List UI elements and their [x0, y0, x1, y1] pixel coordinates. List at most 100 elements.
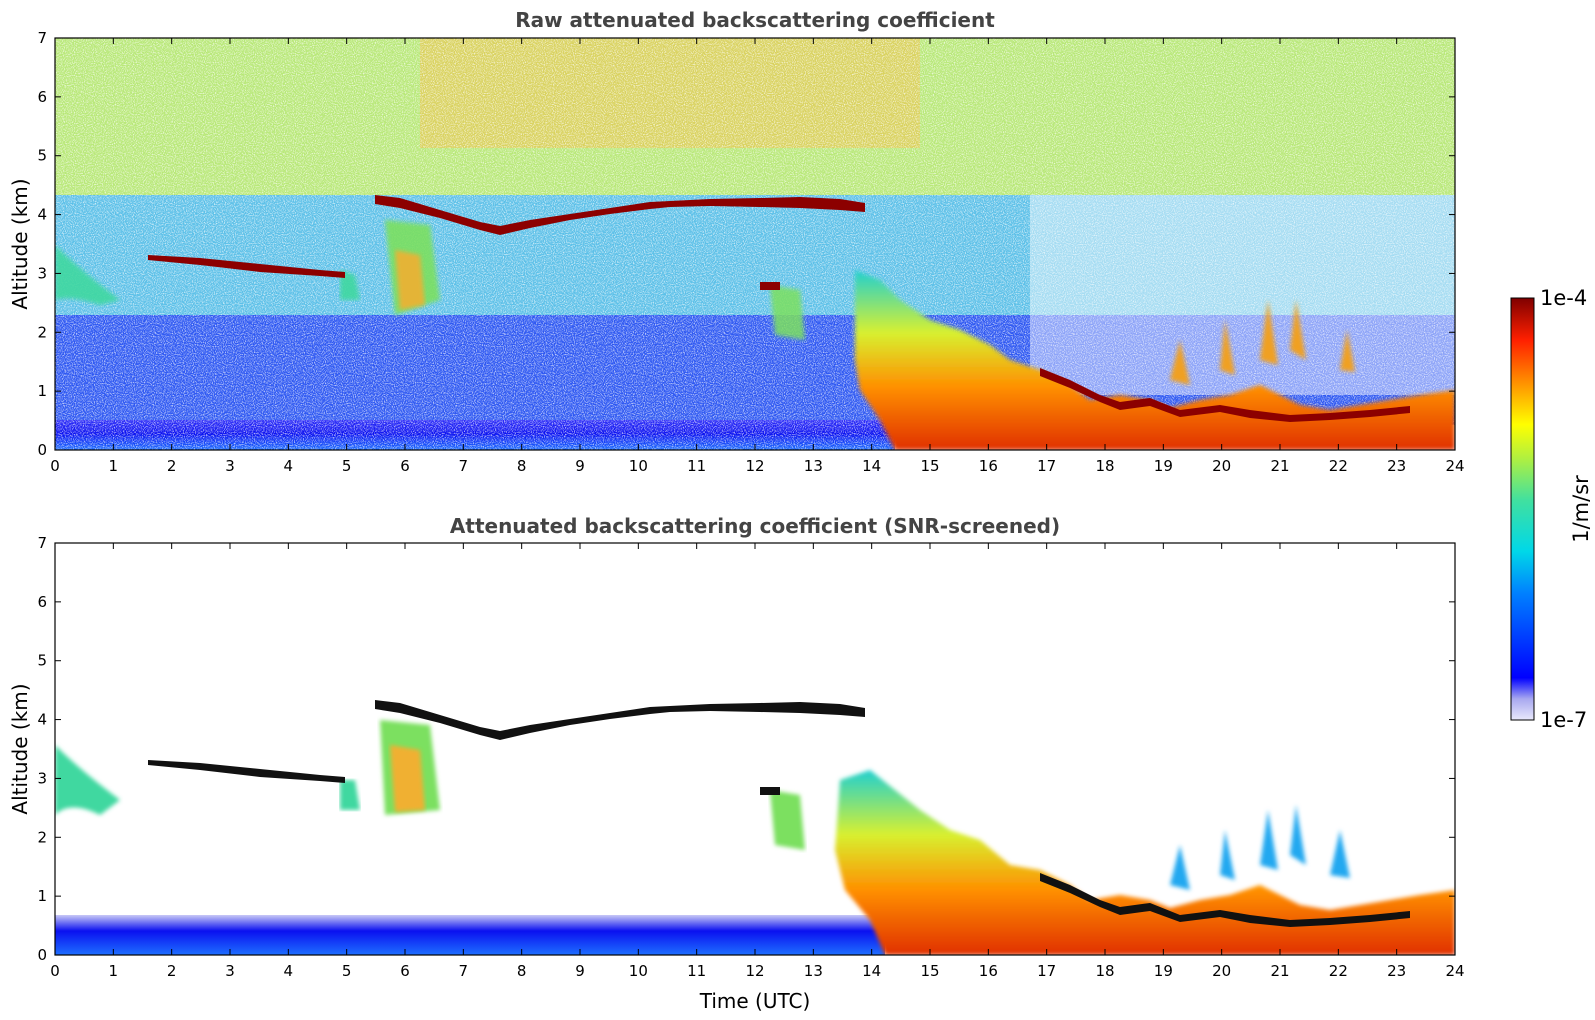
panel-raw-boundary-layer [855, 270, 1455, 450]
x-tick-label: 13 [804, 962, 823, 980]
x-tick-label: 20 [1212, 962, 1231, 980]
y-tick-label: 3 [37, 769, 47, 787]
colorbar: 1e-4 1e-7 1/m/sr [1510, 286, 1593, 732]
panel-raw: Raw attenuated backscattering coefficien… [8, 8, 1465, 475]
x-tick-label: 23 [1387, 962, 1406, 980]
x-tick-label: 4 [284, 962, 294, 980]
x-tick-label: 19 [1154, 457, 1173, 475]
x-tick-label: 16 [979, 457, 998, 475]
panel-raw-plume-12h [770, 285, 805, 340]
panel-raw-cloud-layer-4km [375, 195, 865, 235]
panel-screened-plume-12h [770, 790, 805, 850]
panel-raw-noise [55, 38, 1455, 450]
panel-raw-ylabel: Altitude (km) [8, 178, 32, 309]
panel-screened-cloud-base-evening [1040, 873, 1410, 927]
x-tick-label: 8 [517, 457, 527, 475]
x-tick-label: 10 [629, 457, 648, 475]
panel-raw-plume-left [55, 245, 120, 305]
x-tick-label: 10 [629, 962, 648, 980]
colorbar-min-label: 1e-7 [1540, 708, 1587, 732]
y-tick-label: 0 [37, 946, 47, 964]
x-tick-label: 12 [745, 457, 764, 475]
x-tick-label: 11 [687, 962, 706, 980]
panel-raw-axes: 0 1 2 3 4 5 6 7 8 9 10 11 12 13 14 15 16 17 18 19 20 21 22 23 24… [37, 29, 1464, 475]
x-tick-label: 14 [862, 962, 881, 980]
x-tick-label: 1 [109, 457, 119, 475]
x-tick-label: 2 [167, 457, 177, 475]
y-tick-label: 4 [37, 711, 47, 729]
x-tick-label: 19 [1154, 962, 1173, 980]
x-tick-label: 13 [804, 457, 823, 475]
x-tick-label: 0 [50, 457, 60, 475]
x-tick-label: 21 [1270, 962, 1289, 980]
x-tick-label: 7 [459, 962, 469, 980]
panel-screened-cloud-fragment-12h [760, 787, 780, 795]
x-tick-label: 2 [167, 962, 177, 980]
y-tick-label: 0 [37, 441, 47, 459]
colorbar-gradient [1510, 297, 1535, 721]
x-tick-label: 24 [1445, 457, 1464, 475]
panel-screened-heatmap [55, 543, 1455, 955]
panel-screened-plume-6h-core [390, 745, 425, 812]
panel-raw-plume-6h-core [395, 250, 425, 310]
y-tick-label: 3 [37, 264, 47, 282]
y-tick-label: 1 [37, 382, 47, 400]
x-tick-label: 15 [920, 962, 939, 980]
y-tick-label: 2 [37, 828, 47, 846]
y-tick-label: 1 [37, 887, 47, 905]
panel-screened-axes: 0 1 2 3 4 5 6 7 8 9 10 11 12 13 14 15 16 17 18 19 20 21 22 23 24… [37, 534, 1464, 980]
x-tick-label: 22 [1329, 962, 1348, 980]
panel-screened: Attenuated backscattering coefficient (S… [8, 514, 1465, 1013]
panel-screened-title: Attenuated backscattering coefficient (S… [450, 514, 1060, 538]
y-tick-label: 5 [37, 652, 47, 670]
x-tick-label: 17 [1037, 457, 1056, 475]
y-tick-label: 4 [37, 206, 47, 224]
x-tick-label: 20 [1212, 457, 1231, 475]
panel-raw-cloud-fragment-12h [760, 282, 780, 290]
y-tick-label: 6 [37, 593, 47, 611]
x-tick-label: 11 [687, 457, 706, 475]
x-tick-label: 18 [1095, 962, 1114, 980]
panel-screened-plume-left [55, 745, 120, 815]
x-tick-label: 6 [400, 457, 410, 475]
panel-screened-convective-towers [1170, 805, 1350, 890]
y-tick-label: 7 [37, 534, 47, 552]
x-tick-label: 0 [50, 962, 60, 980]
x-tick-label: 5 [342, 962, 352, 980]
x-tick-label: 14 [862, 457, 881, 475]
x-tick-label: 3 [225, 962, 235, 980]
panel-raw-heatmap [55, 38, 1455, 450]
x-tick-label: 15 [920, 457, 939, 475]
panel-raw-title: Raw attenuated backscattering coefficien… [515, 8, 995, 32]
x-tick-label: 9 [575, 457, 585, 475]
x-tick-label: 6 [400, 962, 410, 980]
x-tick-label: 18 [1095, 457, 1114, 475]
y-tick-label: 5 [37, 147, 47, 165]
panel-screened-background [55, 543, 1455, 955]
panel-screened-xlabel: Time (UTC) [699, 989, 811, 1013]
panel-screened-cloud-layer-3km [148, 760, 345, 783]
panel-screened-cloud-layer-4km [375, 700, 865, 740]
colorbar-unit-label: 1/m/sr [1569, 475, 1593, 543]
x-tick-label: 16 [979, 962, 998, 980]
y-tick-label: 6 [37, 88, 47, 106]
x-tick-label: 21 [1270, 457, 1289, 475]
y-tick-label: 7 [37, 29, 47, 47]
panel-raw-convective-towers [1170, 300, 1355, 385]
x-tick-label: 5 [342, 457, 352, 475]
panel-raw-cloud-base-evening [1040, 368, 1410, 422]
x-tick-label: 12 [745, 962, 764, 980]
x-tick-label: 17 [1037, 962, 1056, 980]
colorbar-max-label: 1e-4 [1540, 286, 1587, 310]
y-tick-label: 2 [37, 323, 47, 341]
x-tick-label: 9 [575, 962, 585, 980]
x-tick-label: 24 [1445, 962, 1464, 980]
x-tick-label: 23 [1387, 457, 1406, 475]
panel-screened-ylabel: Altitude (km) [8, 683, 32, 814]
x-tick-label: 22 [1329, 457, 1348, 475]
panel-screened-surface-layer [55, 915, 885, 955]
panel-screened-plume-5h [340, 780, 360, 810]
x-tick-label: 7 [459, 457, 469, 475]
x-tick-label: 8 [517, 962, 527, 980]
x-tick-label: 1 [109, 962, 119, 980]
